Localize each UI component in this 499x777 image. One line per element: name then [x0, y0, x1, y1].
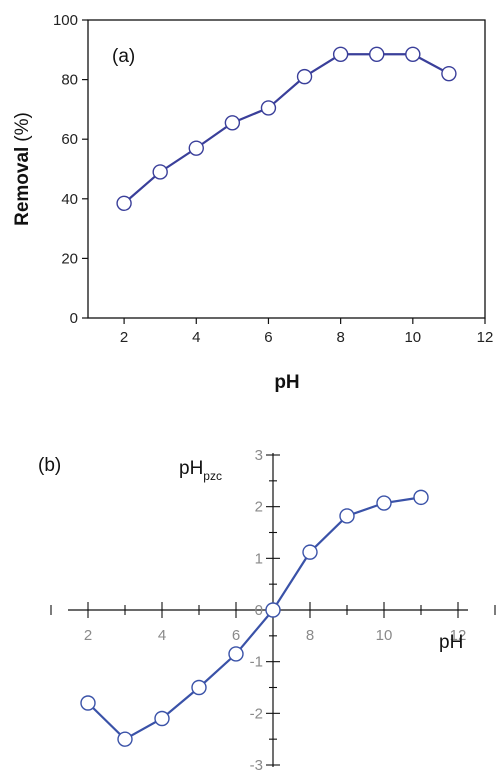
data-point-a — [332, 46, 349, 62]
panel-a-removal-chart: 2 4 6 8 10 12 0 20 40 60 80 100 (a) pH Removal (%) — [12, 12, 493, 393]
data-point-a — [224, 115, 241, 131]
y-axis-label-a-bold: Removal — [12, 147, 33, 226]
x-tick-label-b: 8 — [306, 627, 314, 644]
y-tick-label-b: 3 — [255, 447, 263, 464]
y-axis-label-b-sub: pzc — [203, 469, 222, 483]
y-tick-label-b: -1 — [250, 654, 263, 671]
x-tick-label-b: 10 — [376, 627, 393, 644]
y-tick-label-a: 80 — [61, 72, 78, 89]
data-point-a — [405, 46, 421, 62]
series-b — [80, 489, 429, 747]
data-point-b — [265, 602, 281, 618]
data-point-a — [116, 195, 132, 211]
y-axis-label-a: Removal (%) — [12, 112, 33, 226]
data-point-b — [228, 646, 244, 662]
series-a — [116, 46, 457, 211]
data-point-a — [296, 68, 313, 85]
y-axis-label-a-unit: (%) — [12, 112, 33, 142]
x-tick-label-a: 10 — [404, 329, 421, 346]
y-tick-label-a: 60 — [61, 131, 78, 148]
plot-frame-a — [87, 19, 486, 319]
data-point-a — [188, 140, 204, 156]
panel-label-a: (a) — [112, 46, 135, 67]
x-tick-label-a: 6 — [264, 329, 272, 346]
data-point-b — [154, 710, 170, 727]
x-tick-label-b: 12 — [450, 627, 467, 644]
x-tick-label-b: 4 — [158, 627, 166, 644]
x-tick-label-b: 2 — [84, 627, 92, 644]
y-axis-label-b-main: pH — [179, 458, 203, 479]
y-tick-label-a: 20 — [61, 250, 78, 267]
data-point-a — [369, 46, 385, 62]
data-point-b — [302, 544, 318, 560]
x-axis-label-b: pH — [439, 632, 463, 653]
data-point-b — [117, 731, 133, 747]
x-tick-label-a: 2 — [120, 329, 128, 346]
y-tick-label-b: 0 — [255, 602, 263, 619]
y-tick-label-a: 0 — [70, 310, 78, 327]
y-tick-label-a: 100 — [53, 12, 78, 29]
data-point-a — [152, 164, 168, 180]
x-tick-label-a: 4 — [192, 329, 200, 346]
series-line-a — [123, 53, 450, 205]
data-point-a — [260, 100, 277, 116]
y-tick-label-b: -3 — [250, 757, 263, 774]
data-point-b — [413, 489, 429, 506]
x-tick-label-b: 6 — [232, 627, 240, 644]
x-tick-label-a: 12 — [477, 329, 494, 346]
y-axis-label-b: pHpzc — [179, 458, 222, 483]
x-tick-label-a: 8 — [336, 329, 344, 346]
x-axis-label-a: pH — [274, 372, 299, 393]
data-point-b — [191, 679, 207, 696]
data-point-a — [441, 65, 457, 82]
y-tick-label-b: 1 — [255, 550, 263, 567]
series-line-b — [87, 496, 422, 741]
panel-label-b: (b) — [38, 455, 61, 476]
y-tick-label-b: 2 — [255, 499, 263, 516]
y-tick-label-b: -2 — [250, 705, 263, 722]
y-tick-label-a: 40 — [61, 191, 78, 208]
data-point-b — [376, 495, 392, 511]
data-point-b — [80, 695, 96, 711]
data-point-b — [339, 508, 355, 524]
axis-ticks-a: 2 4 6 8 10 12 0 20 40 60 80 100 — [53, 12, 493, 346]
